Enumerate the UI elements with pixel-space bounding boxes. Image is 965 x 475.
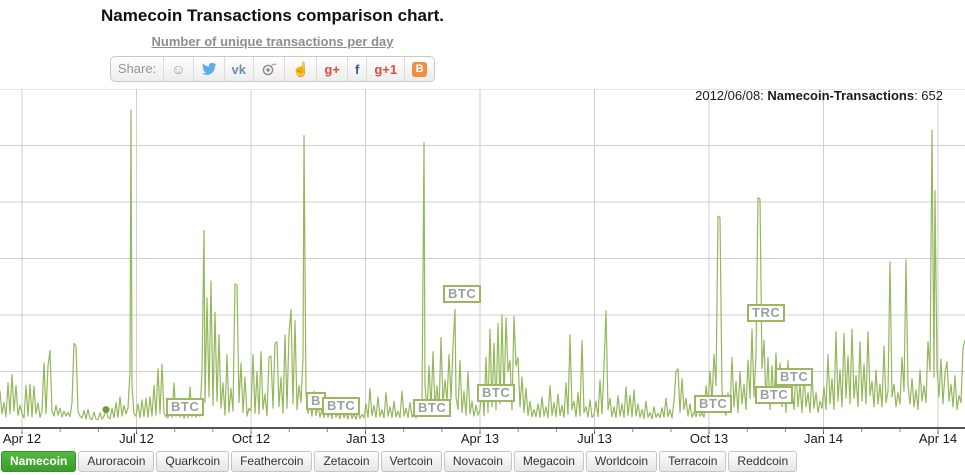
page-title: Namecoin Transactions comparison chart. — [101, 6, 444, 25]
x-axis-label: Oct 12 — [231, 431, 271, 446]
chart-subtitle-link[interactable]: Number of unique transactions per day — [151, 34, 394, 49]
hover-point-dot — [102, 406, 110, 414]
tab-reddcoin[interactable]: Reddcoin — [728, 451, 798, 472]
x-axis-label: Jul 13 — [577, 431, 612, 446]
page-header: Namecoin Transactions comparison chart. … — [0, 6, 545, 82]
x-axis-label: Jul 12 — [119, 431, 154, 446]
namecoin-transactions-line — [0, 109, 965, 421]
legend-series-name: Namecoin-Transactions — [767, 88, 915, 103]
twitter-icon[interactable] — [192, 57, 224, 81]
annotation-btc[interactable]: BTC — [166, 398, 205, 416]
vk-icon[interactable]: vk — [223, 57, 253, 81]
tab-novacoin[interactable]: Novacoin — [443, 451, 512, 472]
reddit-icon[interactable]: ☺ — [163, 57, 192, 81]
annotation-btc[interactable]: BTC — [694, 395, 733, 413]
share-bar: Share: ☺ vk ☝ g+ f g+1 B — [109, 56, 436, 82]
facebook-icon[interactable]: f — [346, 57, 366, 81]
weibo-icon[interactable] — [252, 57, 284, 81]
tab-namecoin[interactable]: Namecoin — [1, 451, 77, 472]
x-axis-label: Jan 14 — [803, 431, 844, 446]
tab-vertcoin[interactable]: Vertcoin — [380, 451, 442, 472]
annotation-trc[interactable]: TRC — [747, 304, 786, 322]
annotation-btc[interactable]: BTC — [413, 399, 452, 417]
annotation-btc[interactable]: BTC — [443, 285, 482, 303]
x-axis-label: Oct 13 — [689, 431, 729, 446]
annotation-btc[interactable]: BTC — [477, 384, 516, 402]
tab-megacoin[interactable]: Megacoin — [513, 451, 584, 472]
x-axis-label: Apr 13 — [460, 431, 500, 446]
annotation-b[interactable]: B — [306, 392, 326, 410]
coin-tab-bar: Namecoin Auroracoin Quarkcoin Feathercoin Ze… — [1, 451, 798, 472]
annotation-btc[interactable]: BTC — [322, 397, 361, 415]
tab-quarkcoin[interactable]: Quarkcoin — [156, 451, 230, 472]
x-axis-label: Apr 12 — [2, 431, 42, 446]
share-label: Share: — [117, 61, 157, 76]
googleplus-icon[interactable]: g+ — [316, 57, 347, 81]
hover-legend: 2012/06/08: Namecoin-Transactions: 652 — [695, 88, 943, 103]
x-axis-label: Jan 13 — [345, 431, 386, 446]
x-axis-label: Apr 14 — [918, 431, 958, 446]
legend-value: : 652 — [914, 88, 943, 103]
tab-feathercoin[interactable]: Feathercoin — [231, 451, 313, 472]
tab-terracoin[interactable]: Terracoin — [659, 451, 727, 472]
tab-auroracoin[interactable]: Auroracoin — [78, 451, 155, 472]
annotation-btc[interactable]: BTC — [755, 386, 794, 404]
chart-plot-area[interactable]: BTC B BTC BTC BTC BTC BTC TRC BTC BTC — [0, 89, 965, 436]
annotation-btc[interactable]: BTC — [775, 368, 814, 386]
x-axis-labels: Apr 12 Jul 12 Oct 12 Jan 13 Apr 13 Jul 13 Oct … — [0, 431, 965, 448]
blogger-icon[interactable]: B — [404, 57, 434, 81]
like-icon[interactable]: ☝ — [283, 57, 316, 81]
tab-zetacoin[interactable]: Zetacoin — [314, 451, 379, 472]
tab-worldcoin[interactable]: Worldcoin — [585, 451, 658, 472]
gplusone-icon[interactable]: g+1 — [366, 57, 404, 81]
legend-date: 2012/06/08: — [695, 88, 764, 103]
